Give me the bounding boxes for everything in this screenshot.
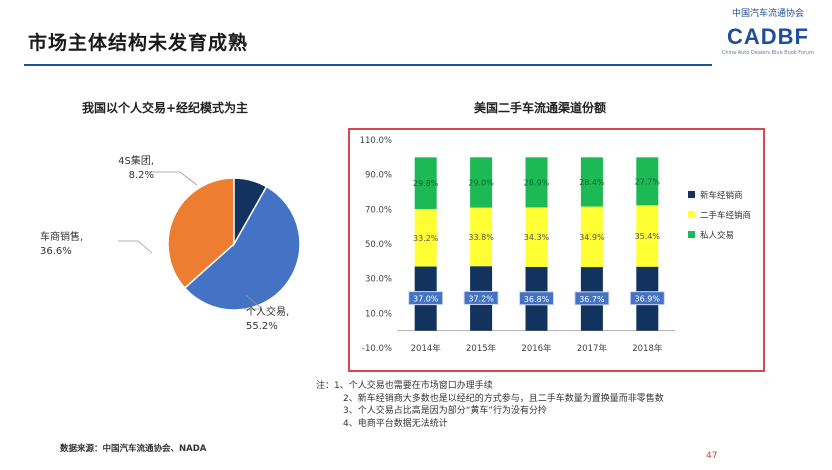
pie-leader-line xyxy=(244,294,264,310)
data-label: 27.7% xyxy=(635,177,661,186)
y-tick-label: 90.0% xyxy=(365,171,392,181)
legend-swatch xyxy=(688,231,695,238)
data-label: 36.7% xyxy=(579,295,605,304)
logo-org-name: 中国汽车流通协会 xyxy=(731,9,804,19)
data-label: 34.9% xyxy=(579,233,605,242)
bar-segment xyxy=(525,157,548,208)
data-label-box xyxy=(574,291,610,306)
pie-leader-line xyxy=(148,171,198,186)
pie-label-4s: 4S集团, 8.2% xyxy=(84,155,154,183)
bar-segment xyxy=(414,157,437,209)
data-label: 34.3% xyxy=(524,233,550,242)
pie-label-individual-value: 55.2% xyxy=(246,321,278,332)
data-label-box xyxy=(408,291,444,306)
legend-swatch xyxy=(688,211,695,218)
x-tick-label: 2014年 xyxy=(411,343,442,354)
y-tick-label: 50.0% xyxy=(365,240,392,250)
pie-label-dealer-name: 车商销售, xyxy=(40,232,84,243)
data-label: 29.0% xyxy=(468,178,494,187)
cadbf-logo: 中国汽车流通协会 CADBF China Auto Dealers Blue B… xyxy=(712,4,824,62)
data-label: 37.2% xyxy=(468,294,494,303)
data-label-box xyxy=(463,290,499,305)
x-tick-label: 2016年 xyxy=(521,343,552,354)
pie-label-4s-value: 8.2% xyxy=(128,170,154,181)
pie-label-dealer: 车商销售, 36.6% xyxy=(40,231,110,259)
data-label: 36.8% xyxy=(524,295,550,304)
bar-segment xyxy=(525,207,548,267)
pie-label-4s-name: 4S集团, xyxy=(118,156,154,167)
legend-label: 私人交易 xyxy=(700,230,734,241)
page-number: 47 xyxy=(706,451,718,461)
bar-segment xyxy=(580,206,603,268)
title-underline xyxy=(24,64,712,66)
footnote-3: 3、个人交易占比高是因为部分“黄车”行为没有分拎 xyxy=(343,406,548,416)
data-label: 36.9% xyxy=(635,295,661,304)
y-tick-label: 70.0% xyxy=(365,205,392,215)
y-tick-label: 30.0% xyxy=(365,275,392,285)
bar-chart-title: 美国二手车流通渠道份额 xyxy=(473,101,606,115)
data-label: 28.9% xyxy=(524,178,550,187)
pie-slice-dealer xyxy=(167,177,235,290)
footnote-2: 2、新车经销商大多数也是以经纪的方式参与，且二手车数量为置换量而非零售数 xyxy=(343,393,664,404)
data-label: 33.2% xyxy=(413,234,439,243)
data-label: 28.4% xyxy=(579,178,605,187)
legend-label: 新车经销商 xyxy=(700,190,743,201)
pie-label-dealer-value: 36.6% xyxy=(40,246,72,257)
data-label: 33.8% xyxy=(468,233,494,242)
pie-chart-title: 我国以个人交易+经纪模式为主 xyxy=(81,101,249,115)
y-tick-label: 10.0% xyxy=(365,309,392,319)
data-label-box xyxy=(519,291,554,306)
pie-chart xyxy=(118,171,301,311)
y-tick-label: -10.0% xyxy=(362,344,392,354)
x-tick-label: 2015年 xyxy=(466,343,497,354)
bar-chart-frame xyxy=(348,128,765,372)
data-label: 29.8% xyxy=(413,179,439,188)
logo-org-english: China Auto Dealers Blue Book Forum xyxy=(721,50,815,56)
pie-slice-4s xyxy=(233,177,268,247)
y-tick-label: 110.0% xyxy=(360,136,392,146)
x-tick-label: 2017年 xyxy=(577,343,608,354)
pie-label-individual: 个人交易, 55.2% xyxy=(246,306,306,334)
pie-slice-individual xyxy=(183,185,301,311)
data-source: 数据来源：中国汽车流通协会、NADA xyxy=(60,444,207,454)
data-label-box xyxy=(629,291,665,306)
bar-segment xyxy=(470,207,493,267)
legend-swatch xyxy=(688,191,695,198)
slide-title: 市场主体结构未发育成熟 xyxy=(28,32,249,54)
data-label: 35.4% xyxy=(635,232,661,241)
footnote-1: 注：1、个人交易也需要在市场窗口办理手续 xyxy=(316,381,493,391)
logo-mark: CADBF xyxy=(727,24,809,49)
bar-segment xyxy=(636,205,659,267)
stacked-bar-chart: -10.0% 10.0% 30.0% 50.0% 70.0% 90.0% 110.0% 201… xyxy=(360,136,751,354)
data-label: 37.0% xyxy=(413,295,439,304)
pie-label-individual-name: 个人交易, xyxy=(246,307,290,318)
bar-segment xyxy=(470,157,493,208)
bar-segment xyxy=(580,157,603,207)
x-tick-label: 2018年 xyxy=(632,343,663,354)
pie-leader-line xyxy=(118,240,153,254)
bar-segment xyxy=(414,208,437,267)
footnotes: 注：1、个人交易也需要在市场窗口办理手续 2、新车经销商大多数也是以经纪的方式参… xyxy=(316,380,664,430)
legend-label: 二手车经销商 xyxy=(700,210,751,221)
bar-segment xyxy=(636,157,659,206)
footnote-4: 4、电商平台数据无法统计 xyxy=(343,418,448,429)
